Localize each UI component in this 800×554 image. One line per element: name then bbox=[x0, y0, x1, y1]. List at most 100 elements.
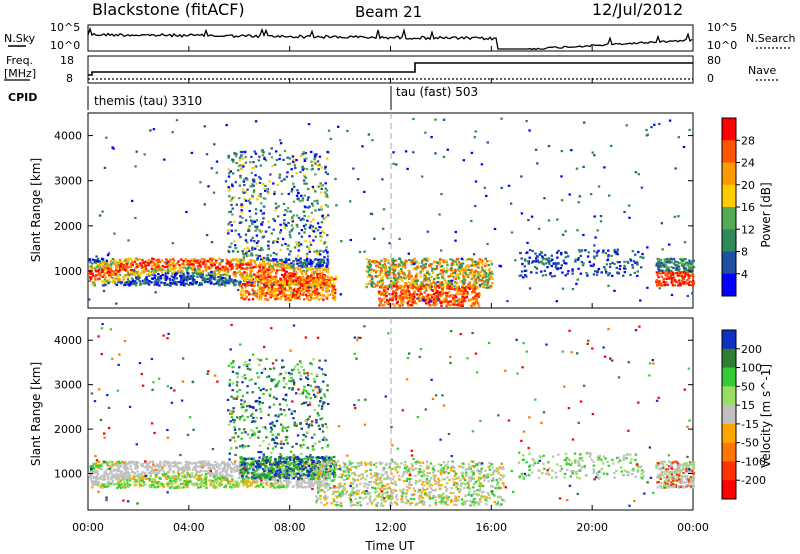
power-cell bbox=[390, 299, 393, 302]
power-cell bbox=[409, 286, 412, 289]
power-cell bbox=[478, 304, 481, 307]
power-cell bbox=[333, 285, 336, 288]
power-cell bbox=[325, 287, 328, 290]
power-cell bbox=[533, 260, 537, 263]
power-cell bbox=[251, 194, 254, 197]
velocity-cell bbox=[190, 482, 194, 485]
power-cell bbox=[665, 265, 668, 268]
velocity-cell bbox=[206, 470, 209, 473]
power-cell bbox=[384, 285, 387, 288]
power-cell bbox=[243, 152, 246, 155]
power-cell bbox=[262, 288, 265, 291]
power-cell bbox=[402, 276, 405, 280]
power-cell bbox=[334, 177, 337, 181]
power-cell bbox=[150, 281, 153, 284]
power-cell bbox=[416, 279, 419, 282]
velocity-cell bbox=[171, 475, 174, 478]
power-cell bbox=[309, 284, 313, 287]
power-cell bbox=[264, 285, 267, 289]
power-cell bbox=[466, 293, 469, 296]
power-cell bbox=[228, 187, 232, 190]
power-cell bbox=[250, 283, 254, 286]
power-cell bbox=[670, 274, 673, 277]
power-cell bbox=[375, 264, 378, 267]
power-cell bbox=[443, 278, 446, 282]
power-cell bbox=[478, 283, 482, 287]
power-cell bbox=[295, 259, 298, 262]
power-cell bbox=[288, 253, 291, 256]
power-cell bbox=[303, 259, 306, 262]
power-cell bbox=[314, 190, 317, 193]
power-cell bbox=[425, 287, 428, 290]
velocity-cell bbox=[106, 473, 109, 476]
power-cell bbox=[301, 263, 305, 266]
velocity-cell bbox=[287, 480, 291, 483]
power-cell bbox=[119, 266, 122, 269]
power-cell bbox=[480, 279, 483, 282]
power-cell bbox=[175, 277, 178, 280]
power-cell bbox=[478, 279, 481, 282]
velocity-cell bbox=[289, 472, 292, 475]
power-cell bbox=[318, 276, 321, 279]
power-cell bbox=[687, 274, 690, 277]
power-cell bbox=[266, 271, 269, 274]
power-cell bbox=[406, 293, 409, 297]
power-cell bbox=[222, 283, 226, 286]
power-cell bbox=[510, 231, 514, 234]
power-cell bbox=[662, 262, 666, 265]
power-cell bbox=[266, 256, 269, 260]
power-cell bbox=[431, 296, 434, 299]
power-cell bbox=[249, 161, 252, 164]
power-cell bbox=[251, 220, 254, 223]
power-cell bbox=[224, 277, 227, 280]
power-cell bbox=[486, 242, 489, 246]
power-cell bbox=[99, 275, 102, 278]
power-cell bbox=[464, 272, 468, 275]
power-cell bbox=[463, 266, 466, 270]
power-cell bbox=[560, 264, 563, 267]
power-cell bbox=[406, 296, 409, 299]
velocity-cell bbox=[223, 464, 226, 468]
power-cell bbox=[286, 293, 289, 296]
power-cell bbox=[208, 257, 212, 260]
power-cell bbox=[243, 275, 247, 278]
station-title: Blackstone (fitACF) bbox=[92, 0, 245, 19]
power-cell bbox=[126, 266, 130, 269]
power-cell bbox=[106, 254, 110, 257]
power-cell bbox=[382, 266, 385, 269]
power-cell bbox=[131, 279, 135, 282]
power-cell bbox=[296, 279, 299, 282]
power-cell bbox=[470, 268, 474, 271]
power-cell bbox=[172, 264, 176, 267]
power-cell bbox=[320, 187, 323, 190]
power-cell bbox=[428, 297, 431, 300]
velocity-cell bbox=[202, 478, 205, 482]
power-cell bbox=[89, 276, 92, 279]
power-cell bbox=[523, 269, 527, 272]
power-cell bbox=[467, 275, 470, 279]
power-cell bbox=[335, 278, 338, 281]
power-cell bbox=[244, 156, 247, 159]
power-cell bbox=[381, 291, 384, 294]
power-cell bbox=[445, 280, 448, 283]
power-cell bbox=[306, 277, 309, 280]
power-cell bbox=[691, 274, 695, 277]
power-cell bbox=[273, 264, 276, 267]
power-cell bbox=[285, 258, 288, 262]
power-cell bbox=[370, 274, 373, 278]
power-cell bbox=[218, 257, 221, 260]
power-cell bbox=[439, 269, 443, 272]
power-cell bbox=[301, 266, 304, 269]
power-cell bbox=[317, 258, 320, 261]
power-cell bbox=[461, 300, 464, 303]
power-cell bbox=[303, 281, 306, 284]
power-cell bbox=[231, 250, 235, 253]
velocity-cell bbox=[111, 476, 114, 479]
power-cell bbox=[166, 272, 170, 275]
power-cell bbox=[259, 249, 262, 252]
power-cell bbox=[661, 284, 664, 287]
power-cell bbox=[271, 278, 275, 281]
power-cell bbox=[311, 284, 314, 287]
power-cell bbox=[169, 258, 172, 261]
power-cell bbox=[395, 295, 398, 298]
